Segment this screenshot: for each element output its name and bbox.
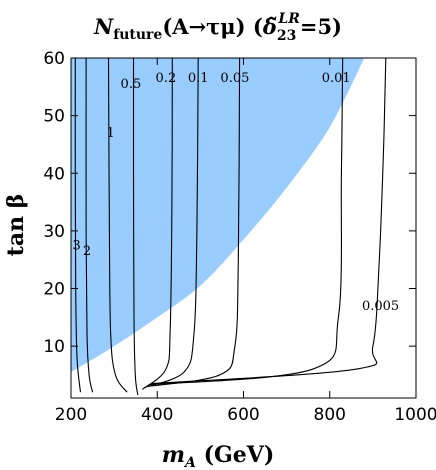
contour-label: 0.2 [156, 71, 177, 86]
y-tick-label: 20 [43, 280, 65, 300]
x-tick-label: 400 [141, 405, 173, 425]
contour-line [141, 57, 173, 390]
y-tick-label: 30 [43, 222, 65, 242]
contour-label: 1 [107, 126, 115, 141]
contour-label: 0.01 [322, 71, 351, 86]
contour-label: 3 [72, 238, 80, 253]
contour-label: 0.1 [188, 71, 209, 86]
plot-area: 3 2 1 0.5 0.2 0.1 0.05 0.01 0.005 200 400 600 800 100… [43, 49, 436, 425]
x-tick-label: 200 [55, 405, 87, 425]
x-axis-label: mA (GeV) [162, 442, 275, 470]
contour-line [150, 57, 387, 385]
y-tick-label: 40 [43, 164, 65, 184]
contour-label: 0.5 [121, 77, 142, 92]
contour-line [148, 57, 344, 386]
contour-line [85, 57, 94, 393]
y-tick-label: 10 [43, 337, 65, 357]
contour-line [146, 57, 241, 388]
contour-line [144, 57, 199, 389]
contour-line [74, 57, 82, 393]
x-tick-label: 1000 [394, 405, 436, 425]
x-tick-label: 600 [227, 405, 259, 425]
excluded-region [71, 58, 365, 373]
chart-title: Nfuture(A→τμ) (δ̃23LR=5) [93, 11, 342, 44]
contour-label: 2 [83, 244, 91, 259]
contour-line [107, 57, 128, 393]
y-axis-label: tan β [3, 194, 29, 257]
x-tick-label: 800 [314, 405, 346, 425]
contour-label: 0.005 [362, 299, 399, 314]
y-tick-label: 50 [43, 107, 65, 127]
contour-line [132, 58, 139, 396]
contour-label: 0.05 [220, 71, 249, 86]
y-tick-label: 60 [43, 49, 65, 69]
